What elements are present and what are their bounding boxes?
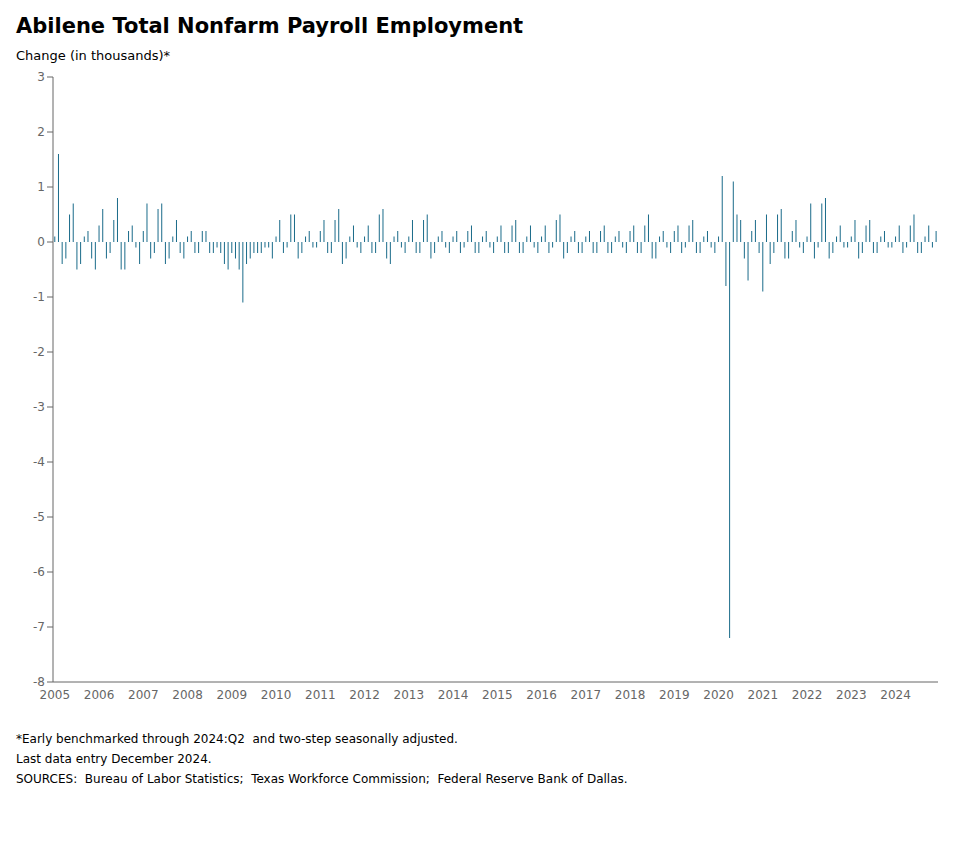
svg-text:2011: 2011 bbox=[305, 688, 336, 702]
svg-text:2010: 2010 bbox=[261, 688, 292, 702]
html-text:SOURCES: Bureau of Labor Stati: SOURCES: Bureau of Labor Statistics; Tex… bbox=[16, 772, 628, 786]
svg-text:2014: 2014 bbox=[438, 688, 469, 702]
svg-text:2023: 2023 bbox=[836, 688, 867, 702]
svg-text:-8: -8 bbox=[33, 675, 45, 689]
svg-text:2024: 2024 bbox=[880, 688, 911, 702]
svg-text:2008: 2008 bbox=[172, 688, 203, 702]
html-text:*Early benchmarked through 202: *Early benchmarked through 2024:Q2 and t… bbox=[16, 732, 458, 746]
svg-text:-4: -4 bbox=[33, 455, 45, 469]
svg-text:2018: 2018 bbox=[615, 688, 646, 702]
svg-text:-1: -1 bbox=[33, 290, 45, 304]
svg-text:2016: 2016 bbox=[526, 688, 557, 702]
svg-text:2007: 2007 bbox=[128, 688, 159, 702]
html-text:Last data entry December 2024.: Last data entry December 2024. bbox=[16, 752, 212, 766]
svg-text:1: 1 bbox=[37, 180, 45, 194]
svg-text:2020: 2020 bbox=[703, 688, 734, 702]
svg-text:2013: 2013 bbox=[394, 688, 425, 702]
svg-text:2012: 2012 bbox=[349, 688, 380, 702]
svg-text:2005: 2005 bbox=[40, 688, 71, 702]
svg-text:-6: -6 bbox=[33, 565, 45, 579]
svg-text:2: 2 bbox=[37, 125, 45, 139]
svg-text:-7: -7 bbox=[33, 620, 45, 634]
svg-text:2021: 2021 bbox=[748, 688, 779, 702]
svg-text:-3: -3 bbox=[33, 400, 45, 414]
svg-text:2017: 2017 bbox=[571, 688, 602, 702]
svg-text:3: 3 bbox=[37, 70, 45, 84]
svg-text:2022: 2022 bbox=[792, 688, 823, 702]
svg-text:2019: 2019 bbox=[659, 688, 690, 702]
svg-text:0: 0 bbox=[37, 235, 45, 249]
svg-text:2015: 2015 bbox=[482, 688, 513, 702]
svg-text:2009: 2009 bbox=[217, 688, 248, 702]
svg-text:2006: 2006 bbox=[84, 688, 115, 702]
svg-text:-5: -5 bbox=[33, 510, 45, 524]
html-text:Change (in thousands)*: Change (in thousands)* bbox=[16, 48, 171, 63]
svg-text:-2: -2 bbox=[33, 345, 45, 359]
html-text:Abilene Total Nonfarm Payroll: Abilene Total Nonfarm Payroll Employment bbox=[16, 14, 524, 38]
